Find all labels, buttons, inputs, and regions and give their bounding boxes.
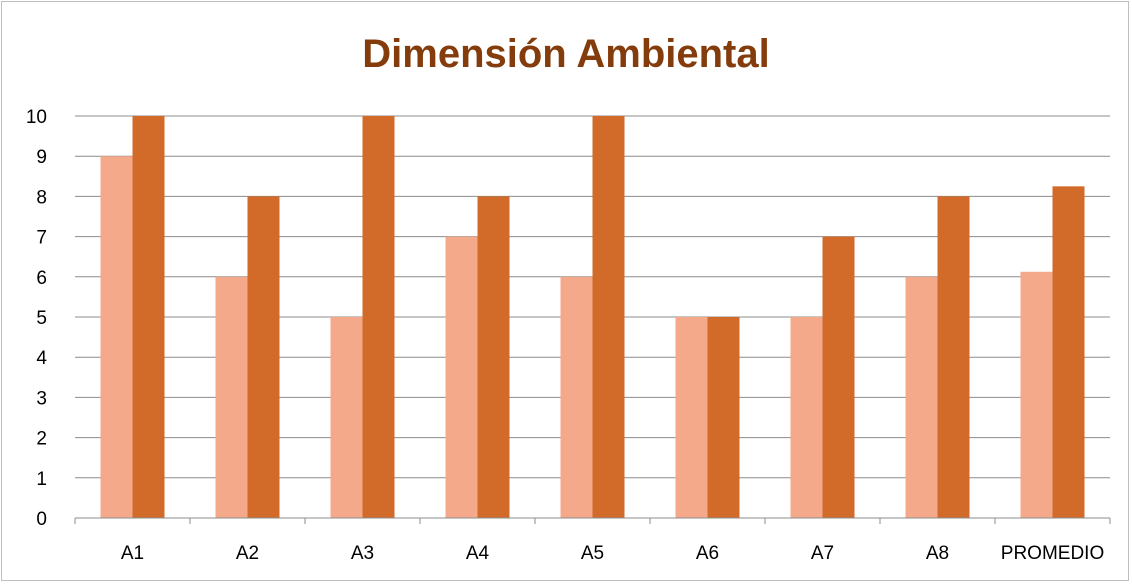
y-tick-label: 1 — [36, 469, 47, 490]
x-tick-label: PROMEDIO — [1001, 543, 1104, 564]
y-tick-label: 4 — [36, 348, 47, 369]
y-tick-label: 10 — [26, 107, 47, 128]
bar-series-2-a1 — [132, 116, 165, 518]
bar-series-2-a2 — [247, 196, 280, 518]
chart-title: Dimensión Ambiental — [362, 32, 770, 76]
bar-series-2-a3 — [362, 116, 395, 518]
bar-series-1-a5 — [560, 276, 593, 518]
bar-series-2-a5 — [592, 116, 625, 518]
bar-series-1-a2 — [215, 276, 248, 518]
x-tick-label: A8 — [926, 543, 949, 564]
bar-series-2-a6 — [707, 317, 740, 518]
x-tick-label: A7 — [811, 543, 834, 564]
bar-series-1-a8 — [905, 276, 938, 518]
axes — [74, 517, 1111, 524]
bar-series-2-a4 — [477, 196, 510, 518]
y-tick-label: 7 — [36, 228, 47, 249]
x-tick-label: A6 — [696, 543, 719, 564]
x-tick-label: A5 — [581, 543, 604, 564]
x-tick-label: A1 — [121, 543, 144, 564]
bar-series-2-a8 — [937, 196, 970, 518]
bar-series-1-a4 — [445, 236, 478, 518]
y-tick-label: 3 — [36, 388, 47, 409]
x-axis-tick-labels: A1 A2 A3 A4 A5 A6 A7 A8 PROMEDIO — [121, 543, 1104, 564]
y-tick-label: 8 — [36, 187, 47, 208]
y-tick-label: 5 — [36, 308, 47, 329]
y-tick-label: 9 — [36, 147, 47, 168]
x-tick-label: A3 — [351, 543, 374, 564]
bars — [100, 116, 1085, 518]
bar-series-1-a1 — [100, 156, 133, 518]
y-axis-tick-labels: 0 1 2 3 4 5 6 7 8 9 10 — [26, 107, 48, 530]
x-tick-label: A2 — [236, 543, 259, 564]
bar-series-2-a7 — [822, 236, 855, 518]
bar-series-1-a3 — [330, 317, 363, 518]
y-tick-label: 6 — [36, 268, 47, 289]
bar-series-1-promedio — [1020, 271, 1053, 518]
y-tick-label: 0 — [36, 509, 47, 530]
bar-series-2-promedio — [1052, 186, 1085, 518]
bar-series-1-a7 — [790, 317, 823, 518]
x-tick-label: A4 — [466, 543, 490, 564]
y-tick-label: 2 — [36, 429, 47, 450]
bar-series-1-a6 — [675, 317, 708, 518]
